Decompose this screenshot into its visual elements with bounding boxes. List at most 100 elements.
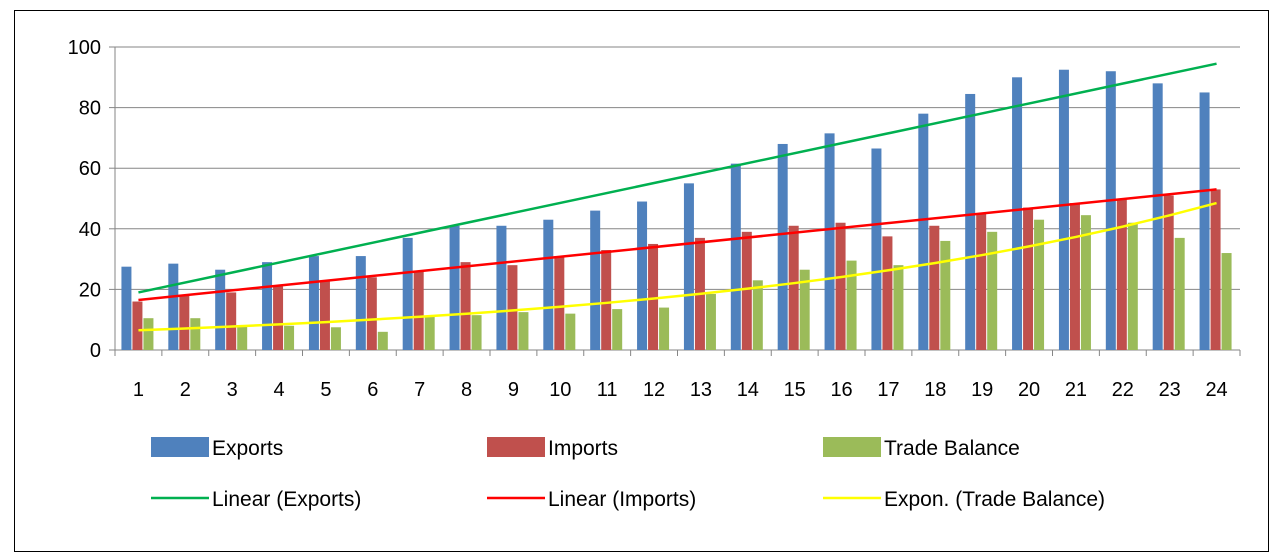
bar-trade-balance bbox=[659, 307, 670, 350]
bar-exports bbox=[637, 201, 648, 350]
x-tick-label: 19 bbox=[971, 379, 993, 401]
x-tick-label: 18 bbox=[924, 379, 946, 401]
bar-exports bbox=[871, 148, 882, 350]
bar-imports bbox=[226, 292, 237, 350]
bar-trade-balance bbox=[1080, 215, 1091, 350]
bar-exports bbox=[590, 210, 601, 350]
bar-trade-balance bbox=[424, 316, 435, 350]
bar-imports bbox=[1116, 198, 1127, 350]
legend-label: Expon. (Trade Balance) bbox=[884, 488, 1105, 511]
bar-imports bbox=[413, 271, 424, 350]
bar-exports bbox=[730, 163, 741, 350]
legend-label: Exports bbox=[212, 437, 283, 460]
bar-trade-balance bbox=[752, 280, 763, 350]
x-tick-label: 10 bbox=[549, 379, 571, 401]
bar-exports bbox=[1105, 71, 1116, 351]
bar-exports bbox=[1152, 83, 1163, 351]
x-tick-label: 5 bbox=[320, 379, 331, 401]
bar-trade-balance bbox=[518, 312, 529, 350]
y-tick-label: 100 bbox=[68, 37, 101, 59]
bars bbox=[121, 69, 1232, 351]
bar-trade-balance bbox=[1127, 222, 1138, 350]
bar-imports bbox=[554, 256, 565, 350]
x-tick-label: 22 bbox=[1112, 379, 1134, 401]
bar-exports bbox=[965, 93, 976, 350]
bar-imports bbox=[648, 243, 659, 350]
bar-trade-balance bbox=[143, 318, 154, 350]
bar-trade-balance bbox=[987, 231, 998, 350]
bar-imports bbox=[460, 262, 471, 350]
x-tick-label: 20 bbox=[1018, 379, 1040, 401]
bar-exports bbox=[777, 143, 788, 350]
gridlines bbox=[115, 46, 1240, 290]
legend-label: Linear (Exports) bbox=[212, 488, 361, 511]
bar-exports bbox=[168, 263, 179, 350]
y-tick-label: 0 bbox=[90, 340, 101, 362]
bar-trade-balance bbox=[1034, 219, 1045, 350]
bar-exports bbox=[215, 269, 226, 350]
legend-swatch-exports bbox=[151, 437, 209, 457]
trendline-expon-trade-balance bbox=[138, 201, 1217, 332]
bar-trade-balance bbox=[565, 313, 576, 350]
bar-imports bbox=[601, 250, 612, 350]
y-tick-label: 20 bbox=[79, 279, 101, 301]
x-tick-label: 15 bbox=[784, 379, 806, 401]
bar-trade-balance bbox=[940, 240, 951, 350]
bar-imports bbox=[1069, 203, 1080, 350]
chart-frame: 0 20 40 60 80 100 1 2 3 4 5 6 7 8 9 10 11 12 13 14 15 16 17 18 1… bbox=[14, 10, 1269, 552]
x-tick-label: 2 bbox=[180, 379, 191, 401]
bar-imports bbox=[788, 225, 799, 350]
bar-imports bbox=[179, 295, 190, 350]
bar-trade-balance bbox=[846, 260, 857, 350]
bar-imports bbox=[132, 301, 143, 350]
bar-trade-balance bbox=[190, 318, 201, 350]
x-tick-label: 11 bbox=[597, 379, 618, 401]
y-tick-label: 60 bbox=[79, 158, 101, 180]
bar-imports bbox=[319, 280, 330, 350]
x-tick-label: 12 bbox=[643, 379, 665, 401]
bar-trade-balance bbox=[471, 315, 482, 350]
bar-trade-balance bbox=[284, 325, 295, 350]
x-tick-label: 1 bbox=[133, 379, 144, 401]
y-tick-label: 80 bbox=[79, 98, 101, 120]
bar-exports bbox=[1199, 92, 1210, 350]
bar-trade-balance bbox=[799, 269, 810, 350]
x-tick-label: 3 bbox=[227, 379, 238, 401]
bar-imports bbox=[507, 265, 518, 350]
bar-exports bbox=[496, 225, 507, 350]
x-tick-label: 4 bbox=[274, 379, 285, 401]
bar-exports bbox=[308, 256, 319, 350]
bar-trade-balance bbox=[1174, 237, 1185, 350]
bar-imports bbox=[1023, 207, 1034, 350]
x-tick-label: 16 bbox=[830, 379, 852, 401]
legend: Exports Imports Trade Balance Linear (Expor… bbox=[151, 437, 1105, 511]
legend-label: Trade Balance bbox=[884, 437, 1020, 460]
trendlines bbox=[138, 62, 1217, 332]
bar-trade-balance bbox=[330, 327, 341, 350]
x-tick-label: 8 bbox=[461, 379, 472, 401]
x-tick-label: 13 bbox=[690, 379, 712, 401]
bar-exports bbox=[1058, 69, 1069, 350]
bar-imports bbox=[976, 213, 987, 350]
bar-exports bbox=[402, 237, 413, 350]
x-tick-label: 6 bbox=[367, 379, 378, 401]
bar-exports bbox=[824, 133, 835, 350]
bar-trade-balance bbox=[1221, 253, 1232, 350]
legend-label: Linear (Imports) bbox=[548, 488, 696, 511]
bar-imports bbox=[929, 225, 940, 350]
bar-exports bbox=[449, 225, 460, 350]
bar-trade-balance bbox=[237, 325, 248, 350]
bar-imports bbox=[741, 231, 752, 350]
bar-trade-balance bbox=[705, 293, 716, 350]
bar-exports bbox=[543, 219, 554, 350]
bar-exports bbox=[262, 262, 273, 350]
x-tick-label: 9 bbox=[508, 379, 519, 401]
bar-exports bbox=[1012, 77, 1023, 351]
bar-imports bbox=[273, 286, 284, 350]
legend-swatch-trade-balance bbox=[823, 437, 881, 457]
x-tick-label: 21 bbox=[1065, 379, 1087, 401]
trendline-linear-exports bbox=[138, 62, 1217, 294]
bar-trade-balance bbox=[893, 265, 904, 350]
